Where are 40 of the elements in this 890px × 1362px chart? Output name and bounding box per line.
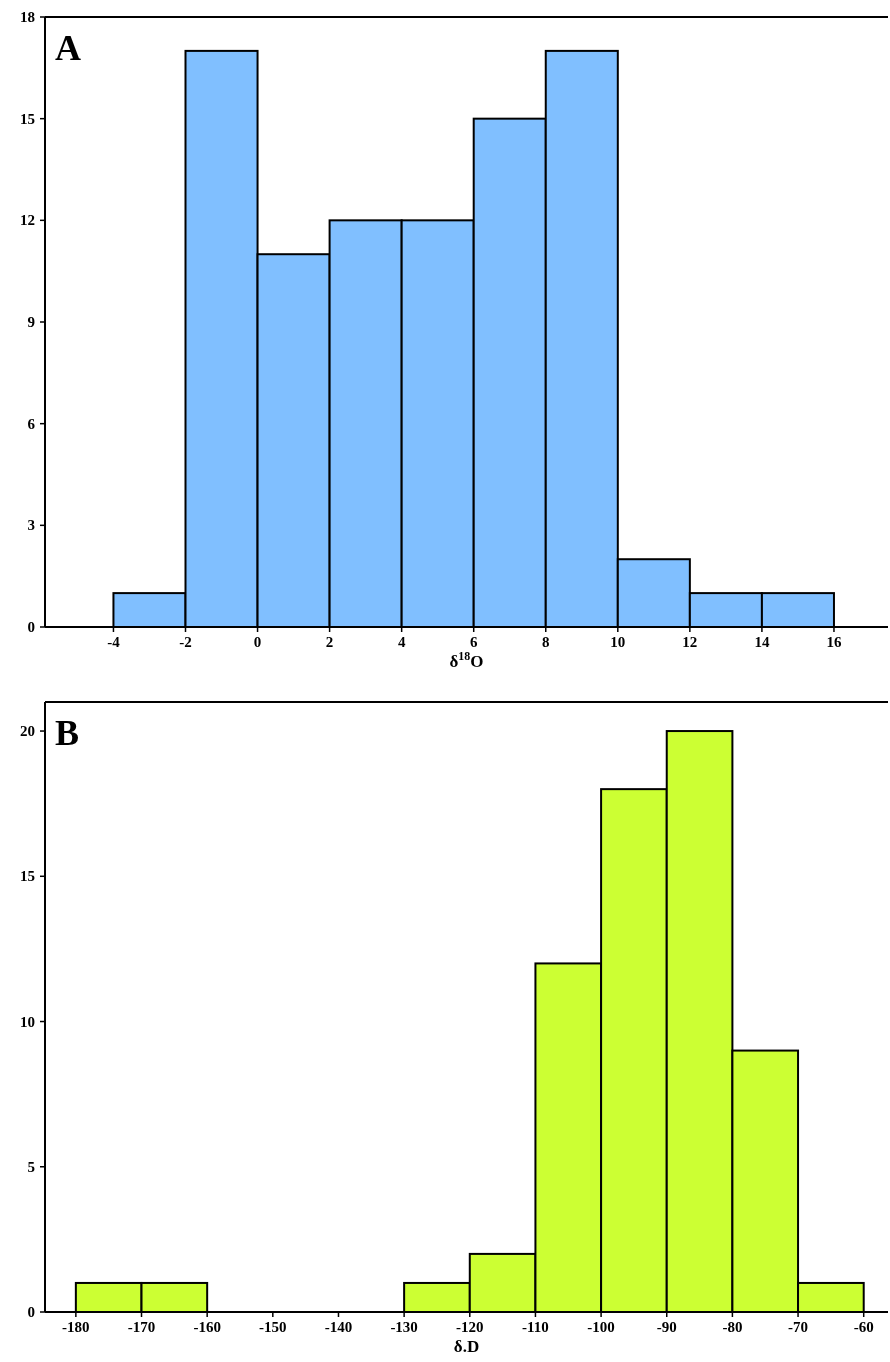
y-tick-label: 10 [20, 1013, 35, 1030]
x-tick-label: 2 [325, 634, 334, 650]
x-tick-label: -150 [259, 1319, 287, 1335]
x-tick-label: 12 [682, 634, 698, 650]
x-tick-label: 16 [826, 634, 842, 650]
y-tick-label: 20 [20, 723, 35, 740]
y-tick-label: 0 [27, 619, 35, 635]
y-tick-label: 12 [20, 212, 35, 229]
x-tick-label: -120 [456, 1319, 484, 1335]
y-tick-label: 9 [27, 314, 35, 330]
annotation: A [55, 28, 81, 68]
x-tick-label: 10 [610, 634, 626, 650]
x-tick-label: -2 [179, 634, 192, 650]
annotation: B [55, 713, 80, 753]
x-tick-label: -4 [107, 634, 121, 650]
x-tick-label: 8 [542, 634, 550, 650]
x-tick-label: -90 [656, 1319, 677, 1335]
x-tick-label: -130 [390, 1319, 418, 1335]
x-tick-label: -110 [522, 1319, 549, 1335]
y-tick-label: 5 [27, 1158, 35, 1175]
x-tick-label: -140 [324, 1319, 353, 1335]
x-tick-label: 6 [469, 634, 478, 650]
y-tick-label: 18 [20, 9, 35, 25]
x-axis-title: δ$^{18}$O [449, 649, 484, 671]
x-axis-title: δ.D [453, 1337, 480, 1356]
y-tick-label: 15 [20, 110, 35, 127]
x-tick-label: -160 [193, 1319, 221, 1335]
x-tick-label: 14 [754, 634, 770, 650]
x-tick-label: -60 [853, 1319, 874, 1335]
x-tick-label: -170 [127, 1319, 156, 1335]
y-tick-label: 6 [27, 415, 36, 432]
x-tick-label: 4 [397, 634, 406, 650]
x-tick-label: -180 [62, 1319, 90, 1335]
x-tick-label: -70 [788, 1319, 809, 1335]
y-tick-label: 3 [27, 517, 35, 534]
y-tick-label: 15 [20, 868, 35, 885]
x-tick-label: -100 [587, 1319, 615, 1335]
x-tick-label: -80 [722, 1319, 743, 1335]
x-tick-label: 0 [253, 634, 262, 650]
y-tick-label: 0 [27, 1304, 35, 1320]
